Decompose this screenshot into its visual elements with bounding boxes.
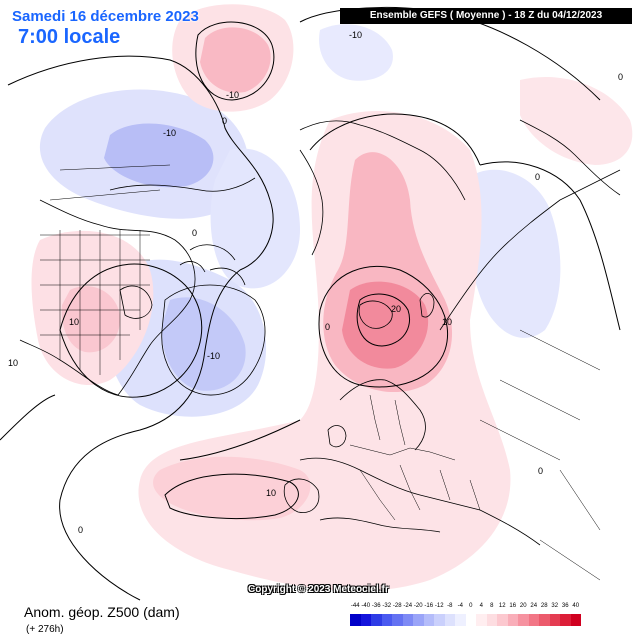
russia-arctic <box>299 120 466 201</box>
colorbar-tick-label: -16 <box>424 603 434 609</box>
colorbar-swatch <box>476 614 487 626</box>
colorbar-tick-label: 28 <box>540 603 548 609</box>
contour-label: -10 <box>226 90 239 100</box>
colorbar-swatch <box>392 614 403 626</box>
colorbar-swatch <box>518 614 529 626</box>
colorbar-swatch <box>549 614 560 626</box>
colorbar-tick-label: 12 <box>498 603 506 609</box>
colorbar-tick-label: -4 <box>457 603 463 609</box>
colorbar-swatch <box>497 614 508 626</box>
svalbard <box>358 300 393 329</box>
colorbar-tick-label: -24 <box>403 603 413 609</box>
model-run-banner: Ensemble GEFS ( Moyenne ) - 18 Z du 04/1… <box>340 8 632 24</box>
alaska-coast <box>109 177 256 192</box>
colorbar-swatch <box>381 614 392 626</box>
forecast-time: 7:00 locale <box>18 26 121 48</box>
contour-label: 0 <box>538 466 543 476</box>
novaya-zemlya <box>419 293 435 318</box>
contour-label: 0 <box>535 172 540 182</box>
anomaly-positive-pacific-core <box>200 27 271 93</box>
anomaly-negative-siberia <box>460 169 561 338</box>
europe-coast <box>299 457 541 546</box>
anomaly-positive-east-asia <box>520 76 633 165</box>
anomaly-negative-pacific <box>319 24 393 81</box>
colorbar-swatch <box>560 614 571 626</box>
colorbar-tick-label: 24 <box>530 603 538 609</box>
colorbar-tick-label: 40 <box>572 603 580 609</box>
colorbar-tick-label: -28 <box>392 603 402 609</box>
colorbar-tick-label: -20 <box>413 603 423 609</box>
colorbar-swatch <box>570 614 581 626</box>
canadian-arctic <box>179 244 246 286</box>
east-asia-coast <box>519 119 621 196</box>
contour-label: 0 <box>78 525 83 535</box>
colorbar-swatch <box>371 614 382 626</box>
colorbar-swatch <box>434 614 445 626</box>
anomaly-positive-america-core <box>61 286 121 353</box>
colorbar <box>350 614 581 626</box>
anomaly-positive-atlantic <box>153 456 311 521</box>
colorbar-tick-label: -36 <box>371 603 381 609</box>
colorbar-tick-label: -40 <box>361 603 371 609</box>
copyright-notice: Copyright © 2023 Meteociel.fr <box>248 584 389 595</box>
greenland-coast <box>161 284 266 396</box>
colorbar-tick-label: 8 <box>490 603 494 609</box>
colorbar-swatch <box>507 614 518 626</box>
hudson-bay <box>119 285 153 319</box>
kamchatka <box>299 149 324 256</box>
colorbar-tick-label: -8 <box>447 603 453 609</box>
forecast-date: Samedi 16 décembre 2023 <box>12 8 199 25</box>
anomaly-negative-arctic <box>210 148 300 289</box>
colorbar-swatch <box>539 614 550 626</box>
contour-label: -10 <box>207 351 220 361</box>
contour-label: 0 <box>222 116 227 126</box>
us-state-boundaries <box>40 164 171 375</box>
colorbar-tick-label: 4 <box>479 603 483 609</box>
british-isles <box>327 425 347 448</box>
geopotential-isolines <box>0 6 621 601</box>
contour-label: 0 <box>618 72 623 82</box>
colorbar-tick-label: -32 <box>382 603 392 609</box>
contour-label: 10 <box>266 488 276 498</box>
colorbar-swatch <box>528 614 539 626</box>
colorbar-swatch <box>360 614 371 626</box>
colorbar-swatch <box>350 614 361 626</box>
contour-labels: -10 -10 -10 -10 0 0 0 0 0 10 10 20 10 10… <box>8 30 623 535</box>
colorbar-swatch <box>455 614 466 626</box>
contour-label: 10 <box>8 358 18 368</box>
siberia-coast <box>439 169 621 331</box>
colorbar-tick-label: 20 <box>519 603 527 609</box>
colorbar-tick-label: -12 <box>434 603 444 609</box>
colorbar-swatch <box>465 614 476 626</box>
colorbar-tick-label: 16 <box>509 603 517 609</box>
scandinavia-coast <box>339 379 426 451</box>
lead-time: (+ 276h) <box>26 624 64 635</box>
contour-label: 0 <box>325 322 330 332</box>
colorbar-swatch <box>444 614 455 626</box>
colorbar-swatch <box>486 614 497 626</box>
colorbar-tick-label: 32 <box>551 603 559 609</box>
contour-label: 10 <box>442 317 452 327</box>
country-boundaries <box>349 329 601 581</box>
colorbar-swatch <box>423 614 434 626</box>
iberia <box>283 478 320 513</box>
contour-label: -10 <box>163 128 176 138</box>
colorbar-tick-label: 36 <box>561 603 569 609</box>
anomaly-negative-greenland-core <box>161 297 246 391</box>
contour-label: 20 <box>391 304 401 314</box>
contour-label: 10 <box>69 317 79 327</box>
colorbar-tick-label: 0 <box>469 603 473 609</box>
mediterranean <box>319 517 441 533</box>
colorbar-tick-label: -44 <box>350 603 360 609</box>
coastlines <box>19 119 621 546</box>
contour-label: -10 <box>349 30 362 40</box>
colorbar-swatch <box>413 614 424 626</box>
field-title: Anom. géop. Z500 (dam) <box>24 604 180 620</box>
north-america-coast <box>19 199 196 396</box>
contour-label: 0 <box>192 228 197 238</box>
colorbar-swatch <box>402 614 413 626</box>
anomaly-negative-alaska-core <box>104 123 214 188</box>
